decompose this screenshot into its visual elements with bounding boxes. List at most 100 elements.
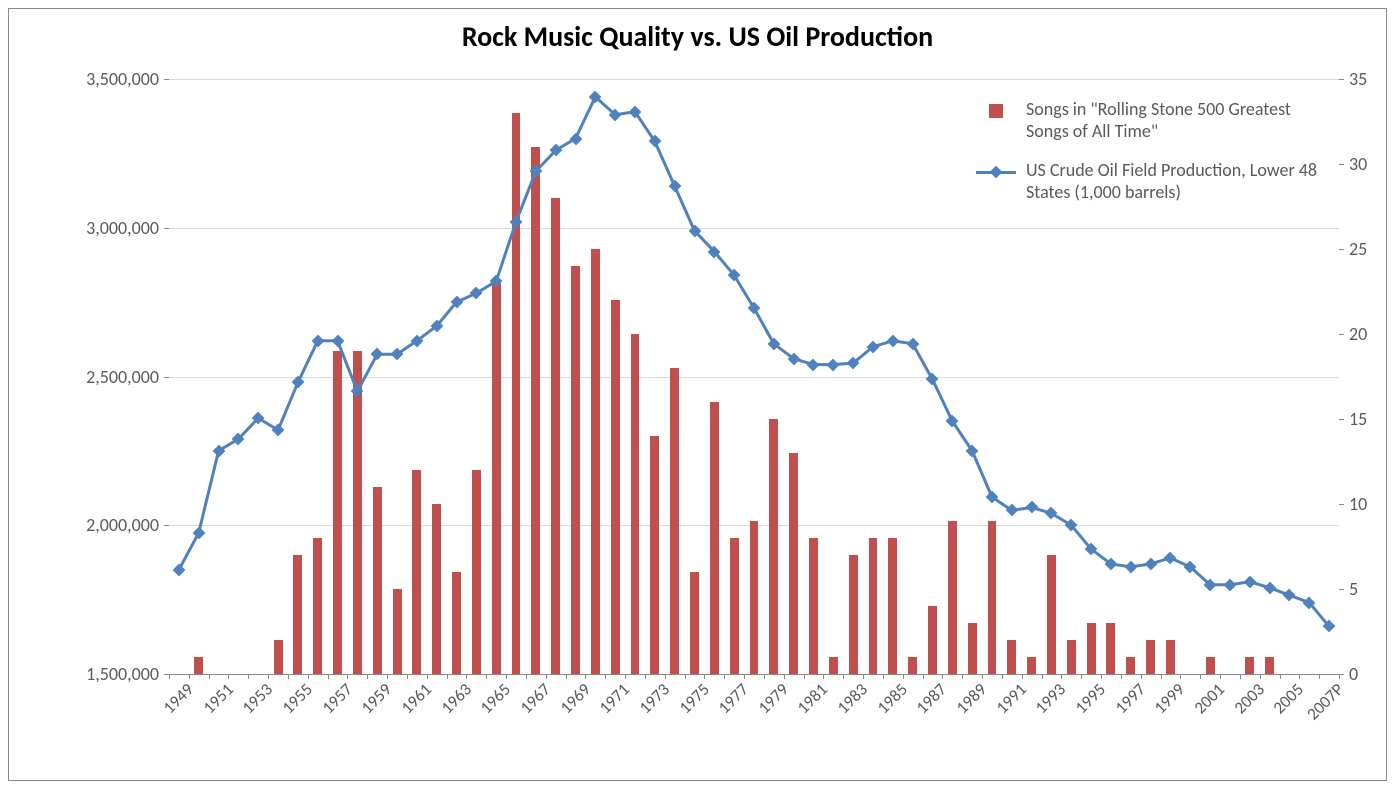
x-tick (387, 674, 388, 679)
x-tick-label: 1985 (872, 679, 911, 718)
x-tick (486, 674, 487, 679)
y-right-tick (1339, 504, 1344, 505)
x-tick (665, 674, 666, 679)
x-tick-label: 1969 (555, 679, 594, 718)
y-left-tick-label: 1,500,000 (9, 663, 159, 685)
x-tick-label: 1967 (515, 679, 554, 718)
x-tick (942, 674, 943, 679)
x-tick-label: 1959 (357, 679, 396, 718)
x-tick-label: 1955 (278, 679, 317, 718)
y-right-tick-label: 5 (1349, 578, 1393, 600)
x-tick (804, 674, 805, 679)
x-tick (506, 674, 507, 679)
x-tick-label: 1987 (912, 679, 951, 718)
x-tick (1180, 674, 1181, 679)
x-tick (863, 674, 864, 679)
x-tick-label: 1997 (1110, 679, 1149, 718)
x-tick (268, 674, 269, 679)
x-tick (704, 674, 705, 679)
y-right-tick (1339, 79, 1344, 80)
y-right-tick (1339, 419, 1344, 420)
x-tick (625, 674, 626, 679)
x-tick (1280, 674, 1281, 679)
x-tick (585, 674, 586, 679)
x-tick-label: 1979 (753, 679, 792, 718)
x-tick (1042, 674, 1043, 679)
y-left-tick-label: 2,000,000 (9, 514, 159, 536)
x-tick (903, 674, 904, 679)
x-tick (1339, 674, 1340, 679)
y-right-tick-label: 10 (1349, 493, 1393, 515)
x-tick (685, 674, 686, 679)
x-tick-label: 1965 (476, 679, 515, 718)
x-tick (566, 674, 567, 679)
x-tick-label: 1957 (317, 679, 356, 718)
y-right-tick (1339, 164, 1344, 165)
x-tick (724, 674, 725, 679)
x-tick (1319, 674, 1320, 679)
y-left-tick-label: 3,500,000 (9, 68, 159, 90)
x-tick-label: 1953 (238, 679, 277, 718)
x-tick (308, 674, 309, 679)
x-tick (546, 674, 547, 679)
x-tick-label: 1977 (714, 679, 753, 718)
x-tick-label: 1951 (198, 679, 237, 718)
x-tick-label: 1999 (1150, 679, 1189, 718)
y-right-tick-label: 35 (1349, 68, 1393, 90)
x-tick-label: 2003 (1229, 679, 1268, 718)
x-tick-label: 1949 (159, 679, 198, 718)
x-tick-label: 1981 (793, 679, 832, 718)
x-tick (962, 674, 963, 679)
x-tick (1161, 674, 1162, 679)
y-right-tick (1339, 589, 1344, 590)
x-tick (328, 674, 329, 679)
x-tick (427, 674, 428, 679)
x-tick (784, 674, 785, 679)
x-tick (764, 674, 765, 679)
oil-line-path (169, 79, 1339, 674)
x-tick-label: 2001 (1190, 679, 1229, 718)
x-tick (1121, 674, 1122, 679)
x-tick (843, 674, 844, 679)
x-tick (169, 674, 170, 679)
x-tick (605, 674, 606, 679)
x-tick-label: 1973 (634, 679, 673, 718)
x-tick-label: 2005 (1269, 679, 1308, 718)
x-tick-label: 1983 (833, 679, 872, 718)
x-tick-label: 1993 (1031, 679, 1070, 718)
x-tick-label: 1989 (952, 679, 991, 718)
x-tick-label: 1971 (595, 679, 634, 718)
x-tick (982, 674, 983, 679)
x-tick-label: 1975 (674, 679, 713, 718)
x-tick-label: 1961 (397, 679, 436, 718)
x-tick (1081, 674, 1082, 679)
x-tick-label: 1963 (436, 679, 475, 718)
x-tick (1061, 674, 1062, 679)
x-tick (288, 674, 289, 679)
y-right-tick-label: 20 (1349, 323, 1393, 345)
x-tick (209, 674, 210, 679)
x-tick (347, 674, 348, 679)
plot-area: 1,500,0002,000,0002,500,0003,000,0003,50… (169, 79, 1339, 675)
x-tick (1101, 674, 1102, 679)
x-tick (1299, 674, 1300, 679)
x-tick (1141, 674, 1142, 679)
chart-title: Rock Music Quality vs. US Oil Production (9, 19, 1386, 54)
x-tick-label: 1995 (1071, 679, 1110, 718)
x-tick (407, 674, 408, 679)
x-tick (1002, 674, 1003, 679)
x-tick (883, 674, 884, 679)
y-right-tick (1339, 334, 1344, 335)
x-tick (466, 674, 467, 679)
x-tick-label: 1991 (991, 679, 1030, 718)
y-right-tick-label: 25 (1349, 238, 1393, 260)
x-tick (228, 674, 229, 679)
x-tick (248, 674, 249, 679)
y-left-tick-label: 2,500,000 (9, 366, 159, 388)
x-tick (1260, 674, 1261, 679)
y-right-tick (1339, 249, 1344, 250)
x-tick (1240, 674, 1241, 679)
y-left-tick-label: 3,000,000 (9, 217, 159, 239)
x-tick (744, 674, 745, 679)
y-right-tick-label: 30 (1349, 153, 1393, 175)
